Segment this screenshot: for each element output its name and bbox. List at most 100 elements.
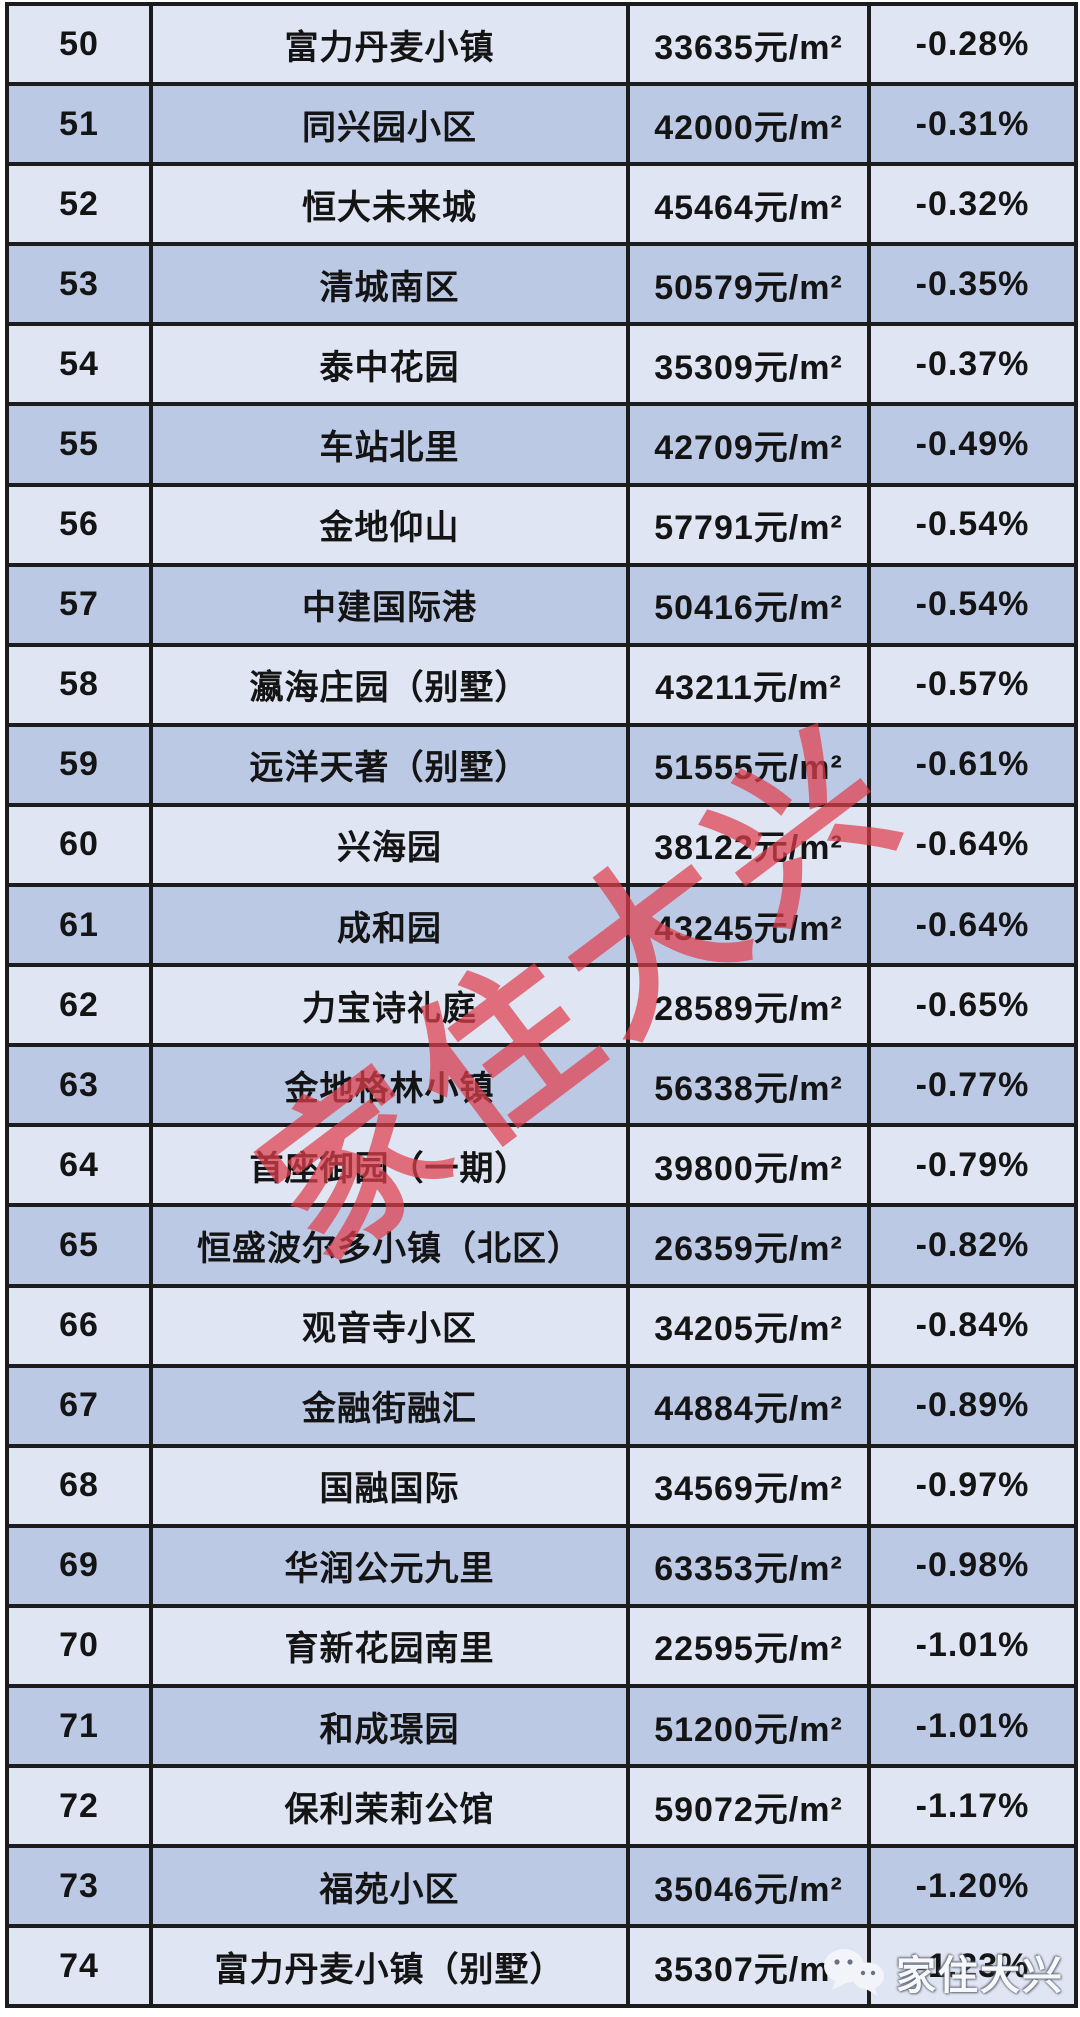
price-cell: 34205元/m² (626, 1283, 871, 1368)
community-name-cell: 恒大未来城 (149, 162, 630, 247)
rank-cell: 57 (5, 562, 153, 647)
rank-cell: 66 (5, 1283, 153, 1368)
community-name-cell: 力宝诗礼庭 (149, 963, 630, 1048)
community-name-cell: 同兴园小区 (149, 82, 630, 167)
community-name-cell: 瀛海庄园（别墅） (149, 642, 630, 727)
community-name-cell: 恒盛波尔多小镇（北区） (149, 1203, 630, 1288)
price-cell: 59072元/m² (626, 1764, 871, 1849)
rank-cell: 65 (5, 1203, 153, 1288)
rank-cell: 56 (5, 482, 153, 567)
table-row: 52 恒大未来城 45464元/m² -0.32% (5, 162, 1078, 247)
price-cell: 34569元/m² (626, 1443, 871, 1528)
price-cell: 26359元/m² (626, 1203, 871, 1288)
price-cell: 28589元/m² (626, 963, 871, 1048)
price-cell: 22595元/m² (626, 1603, 871, 1688)
table-row: 61 成和园 43245元/m² -0.64% (5, 883, 1078, 968)
table-row: 56 金地仰山 57791元/m² -0.54% (5, 482, 1078, 567)
brand-logo-text: 家住大兴 (896, 1954, 1064, 1998)
rank-cell: 68 (5, 1443, 153, 1528)
community-name-cell: 富力丹麦小镇（别墅） (149, 1924, 630, 2009)
table-row: 60 兴海园 38122元/m² -0.64% (5, 802, 1078, 888)
price-cell: 39800元/m² (626, 1123, 871, 1208)
rank-cell: 54 (5, 322, 153, 407)
rank-cell: 67 (5, 1363, 153, 1448)
community-name-cell: 保利茉莉公馆 (149, 1764, 630, 1849)
table-row: 64 首座御园（一期） 39800元/m² -0.79% (5, 1123, 1078, 1208)
table-row: 63 金地格林小镇 56338元/m² -0.77% (5, 1043, 1078, 1128)
rank-cell: 59 (5, 722, 153, 807)
community-name-cell: 华润公元九里 (149, 1523, 630, 1608)
rank-cell: 50 (5, 1, 153, 87)
change-cell: -0.37% (867, 322, 1078, 407)
rank-cell: 61 (5, 883, 153, 968)
price-cell: 56338元/m² (626, 1043, 871, 1128)
table-row: 57 中建国际港 50416元/m² -0.54% (5, 562, 1078, 647)
community-name-cell: 福苑小区 (149, 1844, 630, 1929)
rank-cell: 70 (5, 1603, 153, 1688)
price-cell: 51200元/m² (626, 1683, 871, 1769)
rank-cell: 74 (5, 1924, 153, 2009)
change-cell: -1.23% (867, 1924, 1078, 2009)
table-row: 51 同兴园小区 42000元/m² -0.31% (5, 82, 1078, 167)
change-cell: -0.89% (867, 1363, 1078, 1448)
table-row: 74 富力丹麦小镇（别墅） 35307元/m² -1.23% (5, 1924, 1078, 2009)
change-cell: -0.28% (867, 1, 1078, 87)
price-cell: 42709元/m² (626, 402, 871, 487)
price-cell: 50416元/m² (626, 562, 871, 647)
table-row: 68 国融国际 34569元/m² -0.97% (5, 1443, 1078, 1528)
table-row: 72 保利茉莉公馆 59072元/m² -1.17% (5, 1764, 1078, 1849)
rank-cell: 58 (5, 642, 153, 727)
community-name-cell: 车站北里 (149, 402, 630, 487)
rank-cell: 52 (5, 162, 153, 247)
community-name-cell: 成和园 (149, 883, 630, 968)
change-cell: -0.32% (867, 162, 1078, 247)
table-row: 73 福苑小区 35046元/m² -1.20% (5, 1844, 1078, 1929)
change-cell: -0.79% (867, 1123, 1078, 1208)
change-cell: -0.64% (867, 883, 1078, 968)
change-cell: -0.57% (867, 642, 1078, 727)
community-name-cell: 泰中花园 (149, 322, 630, 407)
price-cell: 50579元/m² (626, 242, 871, 327)
table-row: 50 富力丹麦小镇 33635元/m² -0.28% (5, 1, 1078, 87)
price-cell: 35046元/m² (626, 1844, 871, 1929)
change-cell: -0.65% (867, 963, 1078, 1048)
change-cell: -0.61% (867, 722, 1078, 807)
price-cell: 43245元/m² (626, 883, 871, 968)
table-row: 58 瀛海庄园（别墅） 43211元/m² -0.57% (5, 642, 1078, 727)
price-cell: 45464元/m² (626, 162, 871, 247)
community-name-cell: 清城南区 (149, 242, 630, 327)
rank-cell: 63 (5, 1043, 153, 1128)
community-name-cell: 兴海园 (149, 802, 630, 888)
change-cell: -0.97% (867, 1443, 1078, 1528)
price-cell: 63353元/m² (626, 1523, 871, 1608)
change-cell: -0.54% (867, 562, 1078, 647)
community-name-cell: 远洋天著（别墅） (149, 722, 630, 807)
community-name-cell: 金地仰山 (149, 482, 630, 567)
community-name-cell: 富力丹麦小镇 (149, 1, 630, 87)
table-row: 62 力宝诗礼庭 28589元/m² -0.65% (5, 963, 1078, 1048)
change-cell: -0.31% (867, 82, 1078, 167)
change-cell: -1.17% (867, 1764, 1078, 1849)
table-row: 71 和成璟园 51200元/m² -1.01% (5, 1683, 1078, 1769)
change-cell: -0.64% (867, 802, 1078, 888)
brand-logo: 家住大兴 (822, 1943, 1064, 2001)
rank-cell: 55 (5, 402, 153, 487)
price-cell: 33635元/m² (626, 1, 871, 87)
price-cell: 38122元/m² (626, 802, 871, 888)
table-row: 55 车站北里 42709元/m² -0.49% (5, 402, 1078, 487)
community-name-cell: 和成璟园 (149, 1683, 630, 1769)
rank-cell: 62 (5, 963, 153, 1048)
price-cell: 35309元/m² (626, 322, 871, 407)
table-row: 66 观音寺小区 34205元/m² -0.84% (5, 1283, 1078, 1368)
change-cell: -0.54% (867, 482, 1078, 567)
table-row: 70 育新花园南里 22595元/m² -1.01% (5, 1603, 1078, 1688)
community-name-cell: 国融国际 (149, 1443, 630, 1528)
rank-cell: 64 (5, 1123, 153, 1208)
price-cell: 57791元/m² (626, 482, 871, 567)
change-cell: -1.20% (867, 1844, 1078, 1929)
community-name-cell: 金地格林小镇 (149, 1043, 630, 1128)
community-name-cell: 首座御园（一期） (149, 1123, 630, 1208)
rank-cell: 73 (5, 1844, 153, 1929)
price-cell: 44884元/m² (626, 1363, 871, 1448)
